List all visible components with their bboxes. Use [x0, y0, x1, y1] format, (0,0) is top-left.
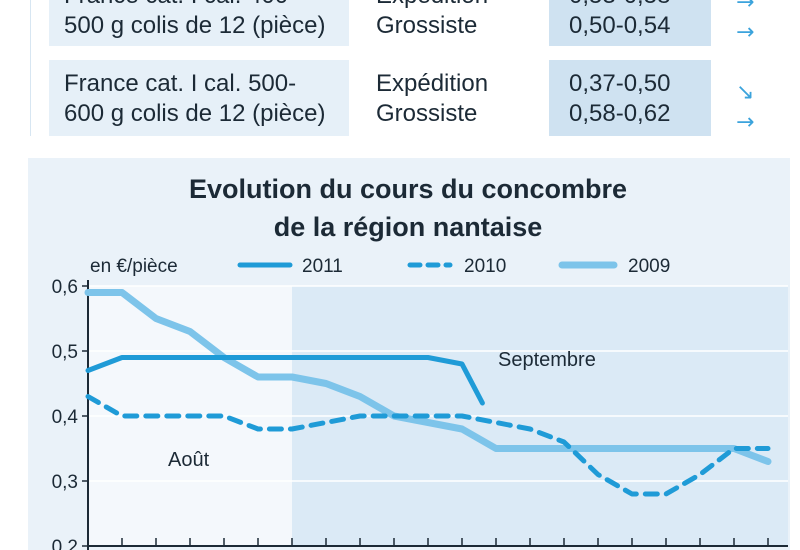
stage-label-grossiste: Grossiste — [376, 12, 478, 39]
y-tick-label: 0,5 — [52, 342, 78, 363]
series-line-2009 — [84, 289, 772, 465]
trend-down-icon: ↘ — [736, 80, 755, 105]
trend-cell-band — [711, 0, 800, 46]
y-tick-label: 0,6 — [52, 277, 78, 298]
price-grossiste: 0,58-0,62 — [569, 100, 671, 127]
table-row: France cat. I cal. 500- 600 g colis de 1… — [31, 60, 800, 136]
product-label-line1: France cat. I cal. 500- — [64, 70, 297, 97]
y-tick-label: 0,4 — [52, 407, 79, 428]
annotation-august: Août — [168, 449, 210, 471]
trend-stable-icon: → — [736, 20, 755, 45]
price-expedition: 0,53-0,58 — [569, 0, 670, 12]
series-line-2010 — [85, 394, 771, 497]
annotation-september: Septembre — [498, 349, 596, 371]
price-table: France cat. I cal. 400- 500 g colis de 1… — [30, 0, 800, 136]
y-tick-label: 0,2 — [52, 537, 78, 550]
stage-cell-band — [349, 0, 549, 46]
y-tick-label: 0,3 — [52, 472, 78, 493]
stage-label-expedition: Expédition — [376, 0, 488, 12]
trend-stable-icon: → — [736, 110, 755, 135]
legend-label-2009: 2009 — [628, 256, 670, 277]
price-cell-band — [549, 0, 711, 46]
price-cell-band — [549, 60, 711, 136]
unit-label: en €/pièce — [90, 256, 178, 277]
series-line-2011 — [85, 355, 485, 406]
chart-title-line1: Evolution du cours du concombre — [189, 174, 627, 204]
product-cell-band — [49, 0, 349, 46]
chart-title-line2: de la région nantaise — [274, 212, 543, 242]
product-label-line1: France cat. I cal. 400- — [64, 0, 296, 12]
price-expedition: 0,37-0,50 — [569, 70, 671, 97]
trend-stable-icon: → — [736, 0, 755, 15]
price-grossiste: 0,50-0,54 — [569, 12, 671, 39]
product-label-line2: 600 g colis de 12 (pièce) — [64, 100, 326, 127]
stage-cell-band — [349, 60, 549, 136]
legend-label-2011: 2011 — [302, 256, 343, 277]
stage-label-grossiste: Grossiste — [376, 100, 478, 127]
line-chart: 0,6 0,5 0,4 0,3 0,2 Evolution du cours du co… — [52, 174, 788, 550]
stage-label-expedition: Expédition — [376, 70, 489, 97]
legend-label-2010: 2010 — [464, 256, 506, 277]
chart-panel: 0,6 0,5 0,4 0,3 0,2 Evolution du cours du co… — [28, 158, 790, 550]
product-cell-band — [49, 60, 349, 136]
table-row: France cat. I cal. 400- 500 g colis de 1… — [31, 0, 800, 46]
trend-cell-band — [711, 60, 800, 136]
product-label-line2: 500 g colis de 12 (pièce) — [64, 12, 326, 39]
